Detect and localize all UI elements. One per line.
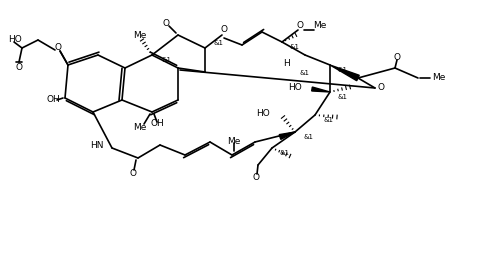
- Text: O: O: [163, 19, 169, 28]
- Text: H: H: [284, 58, 290, 67]
- Text: HO: HO: [288, 82, 302, 91]
- Polygon shape: [279, 132, 295, 140]
- Text: OH: OH: [46, 96, 60, 105]
- Text: &1: &1: [213, 40, 223, 46]
- Text: Me: Me: [133, 31, 147, 40]
- Text: &1: &1: [290, 44, 300, 50]
- Text: O: O: [55, 43, 61, 52]
- Text: OH: OH: [150, 120, 164, 129]
- Text: Me: Me: [227, 136, 241, 146]
- Text: &1: &1: [338, 94, 348, 100]
- Text: O: O: [130, 168, 136, 177]
- Text: O: O: [221, 25, 227, 34]
- Polygon shape: [330, 65, 359, 81]
- Text: O: O: [253, 173, 259, 182]
- Text: O: O: [297, 20, 303, 29]
- Text: Me: Me: [134, 123, 147, 132]
- Text: HO: HO: [8, 34, 22, 43]
- Text: O: O: [378, 84, 385, 93]
- Text: &1: &1: [338, 67, 348, 73]
- Text: Me: Me: [313, 20, 327, 29]
- Text: &1: &1: [303, 134, 313, 140]
- Text: O: O: [15, 64, 22, 73]
- Text: HN: HN: [91, 141, 104, 150]
- Text: &1: &1: [300, 70, 310, 76]
- Text: &1: &1: [162, 57, 172, 63]
- Text: O: O: [393, 54, 400, 63]
- Text: HO: HO: [256, 109, 270, 118]
- Text: Me: Me: [432, 73, 445, 82]
- Text: &1: &1: [280, 150, 290, 156]
- Text: &1: &1: [323, 117, 333, 123]
- Polygon shape: [312, 87, 330, 92]
